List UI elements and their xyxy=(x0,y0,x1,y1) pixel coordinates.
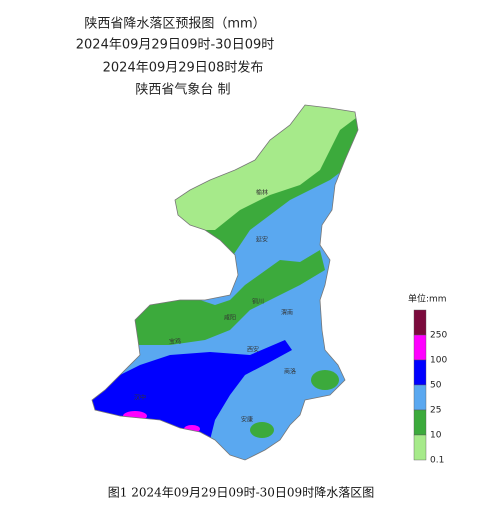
caption: 图1 2024年09月29日09时-30日09时降水落区图 xyxy=(108,486,374,500)
legend-swatch xyxy=(413,384,427,411)
zone-10-east xyxy=(311,370,339,390)
legend-swatch xyxy=(413,409,427,436)
legend-label: 50 xyxy=(430,381,442,391)
city-label: 商洛 xyxy=(284,368,296,376)
period: 2024年09月29日09时-30日09时 xyxy=(76,38,275,53)
legend: 单位:mm 250 100 50 25 10 0.1 xyxy=(408,293,447,466)
legend-swatch xyxy=(413,359,427,386)
city-label: 汉中 xyxy=(134,394,146,402)
zone-100 xyxy=(123,411,147,421)
city-label: 渭南 xyxy=(281,309,293,317)
city-label: 延安 xyxy=(256,236,268,244)
title: 陕西省降水落区预报图（mm） xyxy=(84,17,265,32)
legend-label: 250 xyxy=(430,331,447,341)
legend-label: 25 xyxy=(430,406,441,416)
province-outline xyxy=(91,104,359,461)
map xyxy=(92,105,358,460)
legend-label: 10 xyxy=(430,431,442,441)
city-label: 宝鸡 xyxy=(169,338,181,346)
city-label: 安康 xyxy=(241,416,253,424)
issued: 2024年09月29日08时发布 xyxy=(103,60,264,76)
city-label: 西安 xyxy=(247,346,259,354)
city-label: 咸阳 xyxy=(224,314,236,322)
zone-10-mid xyxy=(130,250,325,345)
zone-10-south xyxy=(250,422,274,438)
legend-swatch xyxy=(413,334,427,361)
issuer: 陕西省气象台 制 xyxy=(135,82,230,98)
city-label: 榆林 xyxy=(256,189,268,197)
legend-swatch xyxy=(413,309,427,336)
legend-label: 100 xyxy=(430,356,447,366)
city-label: 铜川 xyxy=(252,298,264,306)
legend-title: 单位:mm xyxy=(408,293,447,305)
legend-label: 0.1 xyxy=(430,456,444,466)
legend-swatch xyxy=(413,434,427,461)
